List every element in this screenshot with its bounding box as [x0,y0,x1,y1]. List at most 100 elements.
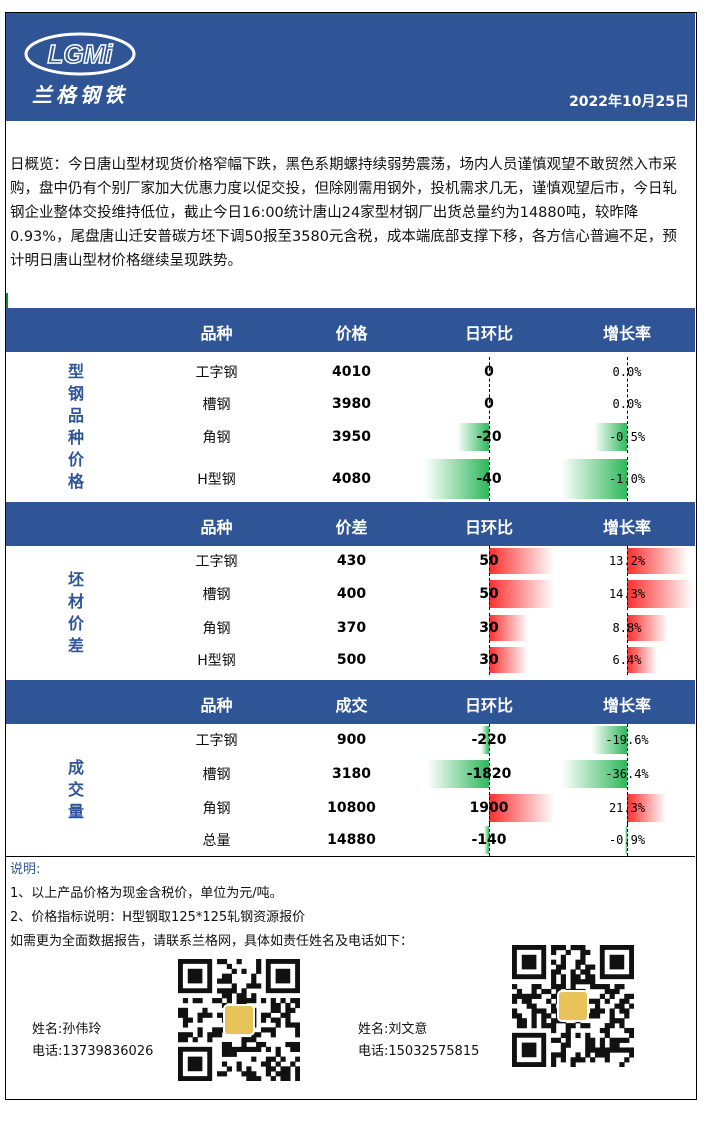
zero-axis-line [489,578,490,610]
positive-bar [489,794,554,822]
zero-axis-line [489,457,490,501]
growth-rate-cell: 0.0% [559,357,695,387]
product-name-cell-text: H型钢 [197,472,236,488]
zero-axis-line [627,758,628,790]
product-name-cell-text: 角钢 [202,801,231,817]
section-side-label: 坯材价差 [6,546,146,679]
table-row: 工字钢 4010 0 0.0% [149,357,695,387]
contact-2: 姓名:刘文意 电话:15032575815 [358,1019,479,1063]
zero-axis-line [627,613,628,643]
notes-line-1: 1、以上产品价格为现金含税价，单位为元/吨。 [10,886,283,901]
product-name-cell-text: 总量 [202,833,231,849]
value-cell: 14880 [284,824,419,856]
zero-axis-line [489,421,490,453]
zero-axis-line [489,824,490,856]
daily-change-cell: 0 [419,357,559,387]
daily-change-cell: 30 [419,645,559,675]
product-name-cell: 槽钢 [149,578,284,610]
zero-axis-line [489,546,490,576]
notes-title: 说明: [10,862,41,877]
product-name-cell-text: 槽钢 [202,397,231,413]
value-cell: 10800 [284,792,419,824]
value-cell: 370 [284,613,419,643]
notes-divider [6,856,695,857]
qr-code-icon [512,945,634,1067]
logo-text: LGMi [48,39,114,69]
value-cell: 430 [284,546,419,576]
notes-line-3: 如需更为全面数据报告，请联系兰格网，具体如责任姓名及电话如下： [10,934,414,949]
negative-bar [426,760,489,788]
table-row: 工字钢 430 50 13.2% [149,546,695,576]
zero-axis-line [627,645,628,675]
column-header: 日环比 [464,324,513,343]
growth-rate-cell: 13.2% [559,546,695,576]
daily-change-cell: -220 [419,724,559,756]
table-row: H型钢 500 30 6.4% [149,645,695,675]
value-cell-text: 10800 [327,800,376,816]
zero-axis-line [489,357,490,387]
daily-change-cell: 30 [419,613,559,643]
side-label-text: 坯材价差 [67,569,84,655]
negative-bar [481,726,489,754]
negative-bar [591,726,627,754]
negative-bar [561,459,627,499]
column-header: 价差 [335,518,368,537]
daily-change-cell: 0 [419,389,559,419]
negative-bar [424,459,489,499]
value-cell-text: 900 [336,732,367,748]
product-name-cell: 工字钢 [149,546,284,576]
product-name-cell: 角钢 [149,421,284,453]
zero-axis-line [627,724,628,756]
negative-bar [456,423,489,451]
value-cell-text: 430 [336,553,367,569]
growth-rate-cell: -1.0% [559,457,695,501]
section-header-row: 品种 价格 日环比 增长率 [6,308,695,352]
growth-rate-cell-text: -19.6% [605,733,649,747]
column-header: 日环比 [464,518,513,537]
product-name-cell: 角钢 [149,792,284,824]
product-name-cell: H型钢 [149,457,284,501]
column-header: 增长率 [602,518,651,537]
positive-bar [489,647,528,673]
daily-change-cell: -1820 [419,758,559,790]
value-cell: 4010 [284,357,419,387]
positive-bar [627,647,657,673]
column-header: 品种 [200,518,233,537]
zero-axis-line [489,758,490,790]
negative-bar [625,826,627,854]
table-row: 角钢 370 30 8.8% [149,613,695,643]
growth-rate-cell: 14.3% [559,578,695,610]
zero-axis-line [627,457,628,501]
zero-axis-line [489,792,490,824]
column-header: 成交 [335,696,368,715]
zero-axis-line [627,824,628,856]
zero-axis-line [489,613,490,643]
contact-1-name: 姓名:孙伟玲 [32,1022,102,1037]
logo-chinese-name: 兰格钢铁 [32,83,128,107]
qr-code-icon [178,959,300,1081]
contact-2-phone: 电话:15032575815 [358,1044,480,1059]
value-cell: 3180 [284,758,419,790]
product-name-cell: 工字钢 [149,357,284,387]
report-header: LGMi 兰格钢铁 2022年10月25日 [6,13,695,121]
value-cell: 500 [284,645,419,675]
section-side-label: 型钢品种价格 [6,352,146,501]
section-side-label: 成交量 [6,724,146,856]
product-name-cell-text: 槽钢 [202,587,231,603]
product-name-cell-text: H型钢 [197,653,236,669]
daily-change-cell-text: 50 [479,586,499,602]
value-cell: 900 [284,724,419,756]
column-header: 增长率 [602,324,651,343]
zero-axis-line [627,546,628,576]
positive-bar [489,580,554,608]
value-cell: 3980 [284,389,419,419]
value-cell: 3950 [284,421,419,453]
growth-rate-cell: 8.8% [559,613,695,643]
contact-1: 姓名:孙伟玲 电话:13739836026 [32,1019,153,1063]
daily-change-cell-text: 30 [479,652,499,668]
negative-bar [561,760,627,788]
report-date: 2022年10月25日 [569,94,689,110]
product-name-cell: 槽钢 [149,389,284,419]
product-name-cell: 工字钢 [149,724,284,756]
product-name-cell: H型钢 [149,645,284,675]
